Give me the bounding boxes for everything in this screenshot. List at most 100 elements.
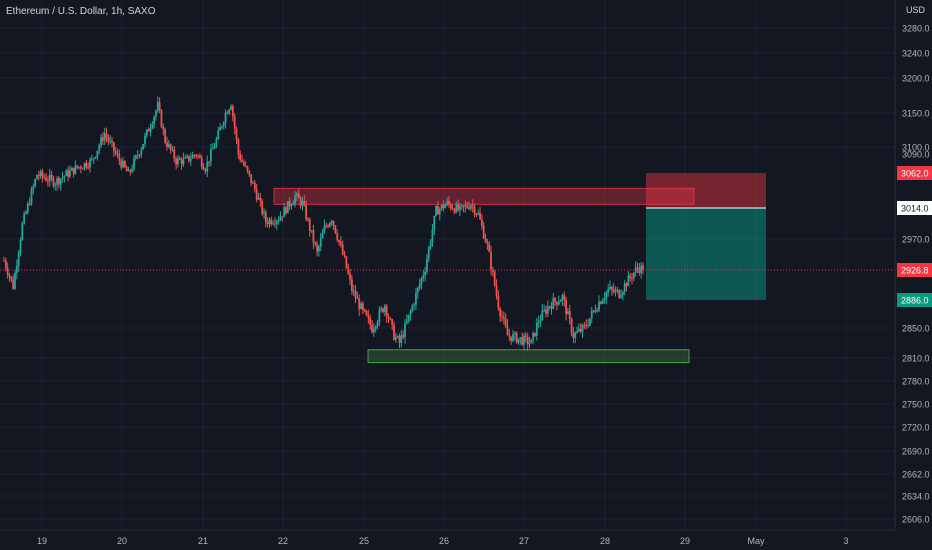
candle-body-204 <box>376 322 379 327</box>
candle-body-296 <box>545 309 547 314</box>
candle-body-6 <box>14 272 16 289</box>
x-tick-label: 22 <box>278 536 288 546</box>
candle-body-323 <box>594 310 597 312</box>
candle-body-218 <box>402 335 405 338</box>
candle-body-34 <box>65 170 68 176</box>
candle-body-152 <box>281 216 284 218</box>
candle-body-155 <box>286 200 289 214</box>
y-tick-label: 2850.0 <box>902 324 930 334</box>
candle-body-46 <box>87 166 90 168</box>
candle-body-252 <box>464 205 467 207</box>
candle-body-209 <box>385 305 388 317</box>
candle-body-213 <box>393 324 395 341</box>
candle-body-143 <box>264 212 267 223</box>
candle-body-343 <box>631 277 633 279</box>
y-tick-label: 2690.0 <box>902 447 930 457</box>
candle-body-337 <box>620 295 622 298</box>
candle-body-98 <box>182 158 185 165</box>
support-zone <box>367 349 690 364</box>
price-tag <box>897 166 932 180</box>
candle-body-287 <box>528 343 531 345</box>
candle-body-303 <box>557 301 560 305</box>
candle-body-295 <box>543 309 546 311</box>
candle-body-28 <box>54 184 57 186</box>
candle-body-229 <box>422 275 425 278</box>
candle-body-68 <box>127 169 130 172</box>
candle-body-203 <box>374 326 377 329</box>
candle-body-326 <box>599 301 602 304</box>
candle-body-336 <box>618 290 621 298</box>
candle-body-105 <box>195 155 198 157</box>
candle-body-92 <box>171 149 174 151</box>
candle-body-283 <box>521 337 524 345</box>
candle-body-146 <box>270 219 273 224</box>
candle-body-130 <box>241 159 243 162</box>
candle-body-285 <box>524 335 527 337</box>
candle-body-62 <box>116 153 119 155</box>
candle-body-206 <box>380 308 383 311</box>
x-tick-label: 28 <box>600 536 610 546</box>
candle-body-63 <box>118 154 121 161</box>
currency-label: USD <box>906 5 926 15</box>
candle-body-197 <box>363 309 366 311</box>
candle-body-122 <box>226 112 229 114</box>
candle-body-301 <box>554 298 557 302</box>
candle-body-106 <box>197 155 199 157</box>
candle-body-111 <box>206 161 209 172</box>
candle-body-290 <box>534 332 536 336</box>
candle-body-339 <box>623 283 626 292</box>
candle-body-121 <box>224 112 227 123</box>
candle-body-65 <box>122 161 124 168</box>
candle-body-162 <box>299 198 302 206</box>
candle-body-71 <box>133 158 135 170</box>
candle-body-192 <box>354 290 357 299</box>
candle-body-237 <box>437 206 439 215</box>
resistance-zone <box>273 187 695 205</box>
candle-body-83 <box>155 110 157 117</box>
x-axis: 19 20 21 22 25 26 27 28 29 May 3 <box>0 529 895 546</box>
y-tick-label: 3240.0 <box>902 49 930 59</box>
candle-body-124 <box>230 106 232 110</box>
candle-body-135 <box>250 174 253 184</box>
candle-body-21 <box>41 171 44 177</box>
candle-body-205 <box>378 310 381 323</box>
chart-title: Ethereum / U.S. Dollar, 1h, SAXO <box>6 6 156 17</box>
x-tick-label: 20 <box>117 536 127 546</box>
candle-body-294 <box>541 310 544 321</box>
candle-body-42 <box>79 166 82 169</box>
candle-body-81 <box>151 124 154 128</box>
candle-body-59 <box>111 140 113 143</box>
zones <box>273 173 766 364</box>
candle-body-305 <box>561 295 564 301</box>
candle-body-201 <box>371 325 373 333</box>
x-tick-label: 3 <box>843 536 848 546</box>
candle-body-32 <box>61 177 64 179</box>
candle-body-289 <box>532 332 535 340</box>
x-tick-label: 21 <box>198 536 208 546</box>
candle-body-48 <box>90 158 93 160</box>
candle-body-199 <box>367 315 370 319</box>
y-tick-label: 2720.0 <box>902 423 930 433</box>
candle-body-304 <box>559 300 562 302</box>
candle-body-158 <box>292 202 295 206</box>
candle-body-300 <box>552 298 555 309</box>
candle-body-319 <box>587 325 589 327</box>
candle-body-11 <box>23 213 26 224</box>
y-tick-label: 3090.0 <box>902 149 930 159</box>
candle-body-284 <box>523 335 525 345</box>
candle-body-279 <box>513 332 516 335</box>
candle-body-157 <box>290 205 293 207</box>
candle-body-175 <box>323 225 326 233</box>
candle-body-96 <box>178 158 181 160</box>
candle-body-207 <box>382 308 384 313</box>
candle-body-348 <box>640 265 643 273</box>
candle-body-271 <box>499 308 502 317</box>
candle-body-127 <box>235 128 238 140</box>
candle-body-45 <box>85 162 88 167</box>
candle-body-35 <box>67 170 69 177</box>
candle-body-29 <box>56 178 58 185</box>
candle-body-178 <box>329 223 331 227</box>
candle-body-293 <box>539 320 542 322</box>
candle-body-191 <box>352 290 355 292</box>
